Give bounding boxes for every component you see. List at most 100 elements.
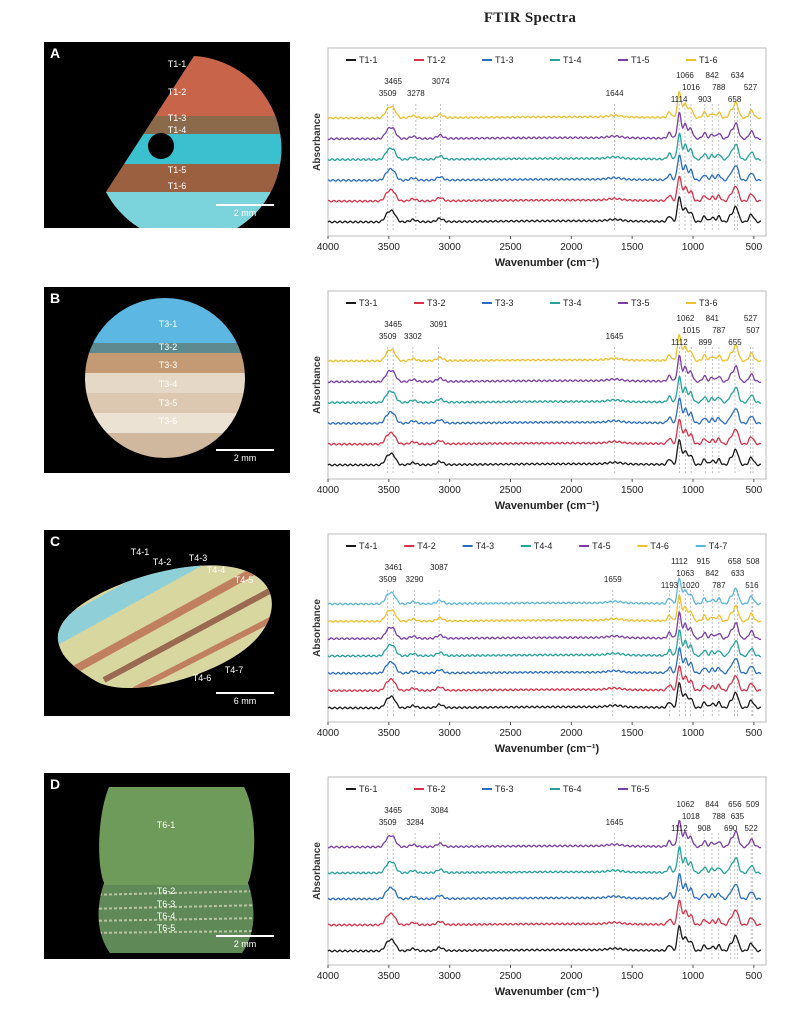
layer-label: T1-4 [167,125,187,135]
legend: T6-1 T6-2 T6-3 T6-4 T6-5 [346,784,650,794]
peak-label: 1016 [682,83,700,92]
peak-label: 1062 [677,314,695,323]
x-tick-label: 500 [745,242,762,253]
layer-label: T4-4 [206,565,226,575]
layer-label: T6-4 [156,911,176,921]
legend-entry: T6-3 [495,784,514,794]
peak-label: 1112 [671,557,688,566]
layer-label: T6-1 [156,820,176,830]
peak-label: 3278 [407,89,425,98]
specimen-image-d [98,787,255,953]
peak-label: 3084 [431,806,449,815]
peak-label: 787 [712,326,726,335]
scale-bar: 2 mm [216,449,274,463]
peak-label: 508 [746,557,760,566]
peak-label: 3509 [379,89,397,98]
x-tick-label: 4000 [317,485,340,496]
layer-label: T3-1 [158,319,178,329]
legend: T4-1 T4-2 T4-3 T4-4 T4-5 T4-6 T4-7 [346,541,727,551]
x-tick-label: 3000 [439,242,462,253]
series-line-T4-2 [327,665,762,693]
legend-entry: T4-5 [592,541,611,551]
plot-frame [327,776,767,966]
layer-label: T4-6 [192,673,212,683]
peak-label: 509 [746,800,760,809]
series-line-T4-1 [327,681,761,710]
peak-label: 1645 [606,332,624,341]
legend-entry: T3-5 [631,298,650,308]
x-axis-label: Wavenumber (cm⁻¹) [495,986,600,998]
x-tick-label: 500 [745,971,762,982]
specimen-image-b [85,298,245,458]
series-line-T1-5 [327,111,762,141]
x-tick-label: 3500 [378,971,401,982]
x-tick-label: 4000 [317,971,340,982]
layer-label: T3-5 [158,398,178,408]
x-tick-label: 1500 [621,728,644,739]
legend-entry: T1-5 [631,55,650,65]
page-title: FTIR Spectra [483,10,577,26]
series-line-T6-5 [327,819,762,849]
series-line-T3-4 [327,376,761,405]
peak-label: 3465 [384,77,402,86]
plot-frame [327,47,767,237]
x-tick-label: 500 [745,485,762,496]
series-line-T1-4 [327,133,761,162]
x-tick-label: 2500 [499,728,522,739]
x-axis-label: Wavenumber (cm⁻¹) [495,257,600,269]
panel-letter: C [50,533,61,549]
legend-entry: T4-6 [650,541,669,551]
layer-label: T4-7 [224,665,244,675]
series-line-T3-2 [327,418,762,446]
layer-label: T3-2 [158,342,178,352]
scale-bar: 6 mm [216,692,274,706]
x-tick-label: 3000 [439,485,462,496]
peak-label: 1112 [671,824,688,833]
legend: T3-1 T3-2 T3-3 T3-4 T3-5 T3-6 [346,298,718,308]
peak-label: 690 [724,824,738,833]
x-tick-label: 1000 [682,728,705,739]
x-axis-label: Wavenumber (cm⁻¹) [495,743,600,755]
x-tick-label: 1000 [682,242,705,253]
peak-label: 522 [744,824,758,833]
legend-entry: T1-4 [563,55,582,65]
ftir-chart-b: T3-1 T3-2 T3-3 T3-4 T3-5 T3-6 3509 3465 3302 3091… [308,283,770,513]
peak-label: 787 [712,581,726,590]
chart-svg: T4-1 T4-2 T4-3 T4-4 T4-5 T4-6 T4-7 3509 34613290… [312,533,767,755]
peak-label: 3290 [405,575,423,584]
peak-label: 3465 [384,806,402,815]
peak-label: 658 [728,557,742,566]
legend-entry: T6-4 [563,784,582,794]
series-line-T4-6 [327,593,762,623]
x-tick-label: 4000 [317,242,340,253]
panel-letter: A [50,45,61,61]
chart-svg: T6-1 T6-2 T6-3 T6-4 T6-5 3509 3465 3284 3084 1645… [312,776,767,998]
peak-label: 3465 [384,320,402,329]
x-tick-label: 2500 [499,485,522,496]
x-tick-label: 2500 [499,242,522,253]
peak-label: 3091 [430,320,448,329]
x-tick-label: 2500 [499,971,522,982]
peak-label: 1062 [677,800,695,809]
peak-label: 908 [698,824,712,833]
layer-label: T1-3 [167,113,187,123]
series-line-T1-3 [327,154,762,182]
peak-label: 903 [698,95,712,104]
series-line-T1-6 [327,90,762,120]
series-line-T3-1 [327,438,761,467]
legend-entry: T3-1 [359,298,378,308]
panel-letter: B [50,290,61,306]
peak-label: 1112 [671,338,688,347]
layer-label: T4-5 [234,575,254,585]
legend-entry: T4-4 [534,541,553,551]
x-tick-label: 2000 [560,728,583,739]
layer-label: T1-5 [167,165,187,175]
series-line-T6-1 [327,924,761,953]
x-tick-label: 2000 [560,242,583,253]
peak-label: 1063 [676,569,694,578]
photo-panel-b: B T3-1 T3-2 T3-3 T3-4 T3-5 T3-6 2 mm [44,287,290,473]
layer-label: T4-1 [130,547,150,557]
series-line-T1-1 [327,195,761,224]
legend-entry: T6-1 [359,784,378,794]
